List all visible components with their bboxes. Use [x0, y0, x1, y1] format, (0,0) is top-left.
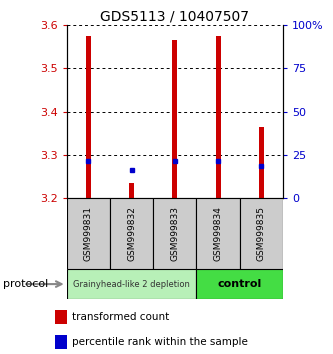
Text: control: control [218, 279, 262, 289]
Bar [196, 269, 283, 299]
Bar [215, 36, 221, 198]
Bar [67, 269, 196, 299]
Text: protocol: protocol [3, 279, 49, 289]
Bar [129, 183, 134, 198]
Bar [240, 198, 283, 269]
Text: percentile rank within the sample: percentile rank within the sample [73, 337, 248, 347]
Text: GSM999833: GSM999833 [170, 206, 179, 261]
Text: GSM999834: GSM999834 [213, 206, 223, 261]
Bar [55, 335, 67, 349]
Bar [259, 127, 264, 198]
Text: transformed count: transformed count [73, 312, 170, 322]
Bar [196, 198, 240, 269]
Bar [172, 40, 177, 198]
Bar [153, 198, 196, 269]
Bar [110, 198, 153, 269]
Text: GSM999831: GSM999831 [84, 206, 93, 261]
Text: Grainyhead-like 2 depletion: Grainyhead-like 2 depletion [73, 280, 190, 289]
Text: GSM999832: GSM999832 [127, 206, 136, 261]
Bar [55, 310, 67, 324]
Bar [67, 198, 110, 269]
Title: GDS5113 / 10407507: GDS5113 / 10407507 [100, 10, 249, 24]
Bar [86, 36, 91, 198]
Text: GSM999835: GSM999835 [257, 206, 266, 261]
